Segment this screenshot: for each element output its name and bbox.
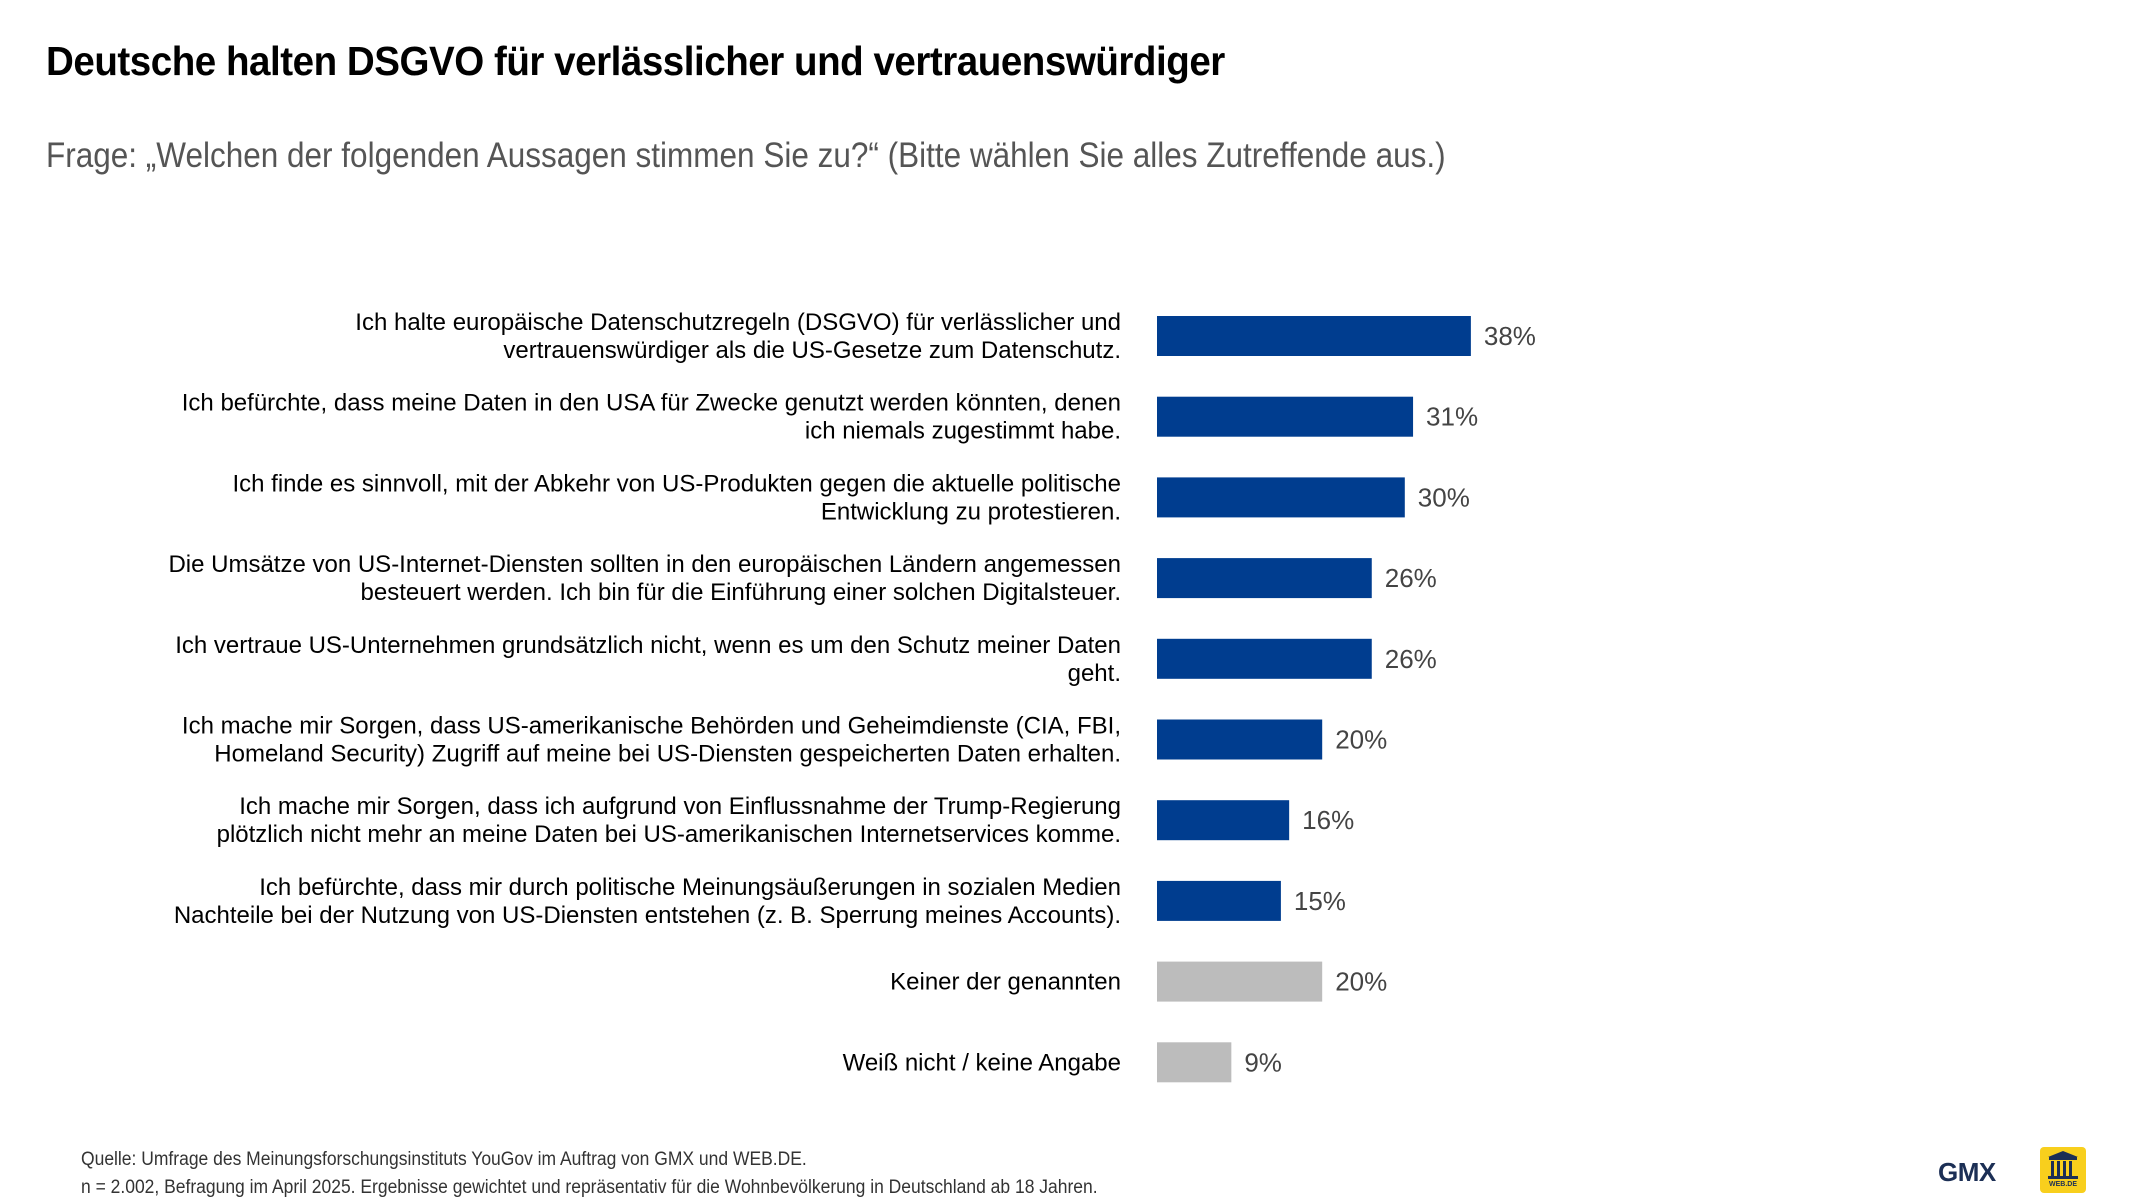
category-label: Ich halte europäische Datenschutzregeln …	[355, 309, 1121, 364]
category-label-line: Ich vertraue US-Unternehmen grundsätzlic…	[175, 632, 1121, 659]
value-label: 30%	[1418, 482, 1470, 512]
bar-chart: Ich halte europäische Datenschutzregeln …	[168, 309, 1536, 1083]
category-label: Weiß nicht / keine Angabe	[843, 1049, 1121, 1076]
category-label-line: Homeland Security) Zugriff auf meine bei…	[214, 741, 1121, 768]
category-label-line: Ich mache mir Sorgen, dass US-amerikanis…	[182, 713, 1121, 740]
category-label-line: vertrauenswürdiger als die US-Gesetze zu…	[503, 337, 1121, 364]
chart-title: Deutsche halten DSGVO für verlässlicher …	[46, 38, 1225, 84]
value-label: 31%	[1426, 402, 1478, 432]
source-footer: Quelle: Umfrage des Meinungsforschungsin…	[81, 1146, 1098, 1202]
bar	[1157, 477, 1405, 518]
category-label-line: ich niemals zugestimmt habe.	[805, 418, 1121, 445]
bar	[1157, 638, 1372, 679]
source-text: Quelle: Umfrage des Meinungsforschungsin…	[81, 1149, 807, 1170]
category-label-line: Ich befürchte, dass meine Daten in den U…	[182, 390, 1121, 417]
sample-note: n = 2.002, Befragung im April 2025. Erge…	[81, 1177, 1098, 1198]
category-label: Die Umsätze von US-Internet-Diensten sol…	[168, 551, 1121, 606]
value-label: 20%	[1335, 725, 1387, 755]
value-label: 20%	[1335, 967, 1387, 997]
bar	[1157, 396, 1414, 437]
gmx-logo: GMX	[1938, 1157, 1996, 1187]
value-label: 9%	[1244, 1047, 1282, 1077]
category-label: Ich befürchte, dass meine Daten in den U…	[182, 390, 1121, 445]
bar	[1157, 800, 1290, 841]
category-label-line: Ich befürchte, dass mir durch politische…	[259, 874, 1121, 901]
category-label-line: Ich mache mir Sorgen, dass ich aufgrund …	[239, 793, 1121, 820]
category-label: Ich finde es sinnvoll, mit der Abkehr vo…	[232, 470, 1121, 525]
category-label: Ich befürchte, dass mir durch politische…	[174, 874, 1121, 929]
bar	[1157, 316, 1471, 356]
bar	[1157, 558, 1372, 599]
webde-logo-text: WEB.DE	[2049, 1181, 2077, 1188]
category-label: Keiner der genannten	[890, 969, 1121, 996]
value-label: 16%	[1302, 805, 1354, 835]
category-label: Ich mache mir Sorgen, dass US-amerikanis…	[182, 713, 1121, 768]
category-label-line: Die Umsätze von US-Internet-Diensten sol…	[168, 551, 1121, 578]
bar	[1157, 961, 1323, 1002]
category-label-line: Entwicklung zu protestieren.	[821, 498, 1121, 525]
category-label-line: geht.	[1068, 660, 1121, 687]
value-label: 15%	[1294, 886, 1346, 916]
bar	[1157, 880, 1281, 921]
category-label: Ich vertraue US-Unternehmen grundsätzlic…	[175, 632, 1121, 687]
category-label-line: Keiner der genannten	[890, 969, 1121, 996]
category-label-line: Nachteile bei der Nutzung von US-Dienste…	[174, 902, 1121, 929]
category-label-line: besteuert werden. Ich bin für die Einfüh…	[361, 579, 1121, 606]
bar	[1157, 1042, 1232, 1083]
category-label-line: Ich halte europäische Datenschutzregeln …	[355, 309, 1121, 336]
webde-building-icon	[2048, 1151, 2078, 1179]
bar	[1157, 719, 1323, 760]
webde-logo: WEB.DE	[2040, 1147, 2086, 1193]
chart-subtitle: Frage: „Welchen der folgenden Aussagen s…	[46, 136, 1446, 175]
category-label: Ich mache mir Sorgen, dass ich aufgrund …	[217, 793, 1121, 848]
category-label-line: plötzlich nicht mehr an meine Daten bei …	[217, 821, 1121, 848]
value-label: 26%	[1385, 563, 1437, 593]
category-label-line: Weiß nicht / keine Angabe	[843, 1049, 1121, 1076]
value-label: 38%	[1484, 321, 1536, 351]
category-label-line: Ich finde es sinnvoll, mit der Abkehr vo…	[232, 470, 1121, 497]
value-label: 26%	[1385, 644, 1437, 674]
